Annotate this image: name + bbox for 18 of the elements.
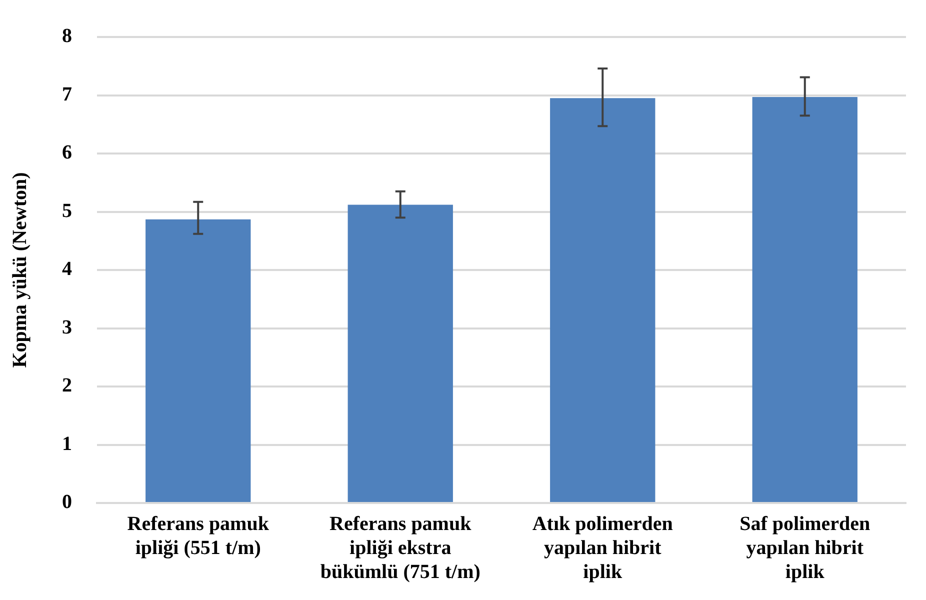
x-tick-label: Atık polimerden yapılan hibrit iplik — [532, 513, 673, 584]
y-tick-label: 1 — [62, 432, 72, 455]
x-tick-label: Saf polimerden yapılan hibrit iplik — [740, 513, 870, 584]
y-tick-label: 4 — [62, 258, 72, 280]
y-tick-label: 5 — [62, 200, 72, 222]
bar — [348, 204, 453, 502]
y-tick-label: 0 — [62, 491, 72, 514]
y-tick-label: 3 — [62, 316, 72, 338]
x-tick-label: Referans pamuk ipliği (551 t/m) — [127, 513, 270, 560]
bar — [752, 97, 858, 502]
x-tick-label: Referans pamuk ipliği ekstra bükümlü (751 t/m) — [320, 513, 480, 584]
y-tick-label: 6 — [62, 142, 72, 164]
y-tick-label: 2 — [62, 374, 72, 397]
y-tick-label: 8 — [62, 25, 72, 48]
bar — [550, 98, 656, 502]
bar — [146, 219, 251, 502]
y-tick-label: 7 — [62, 83, 72, 106]
y-axis-title: Kopma yükü (Newton) — [9, 172, 32, 368]
